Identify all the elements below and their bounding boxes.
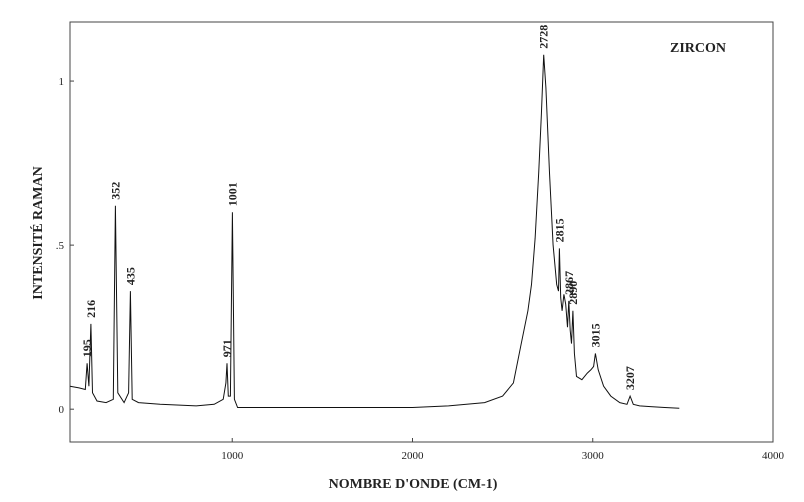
x-tick-label: 2000	[401, 450, 424, 462]
x-tick-label: 4000	[762, 450, 785, 462]
peak-label-352: 352	[108, 182, 122, 200]
y-axis-title: INTENSITÉ RAMAN	[29, 166, 46, 299]
peak-label-435: 435	[123, 267, 137, 285]
spectrum-line	[69, 54, 680, 409]
chart-title: ZIRCON	[670, 41, 726, 56]
x-tick-label: 3000	[582, 450, 605, 462]
peak-label-971: 971	[220, 339, 234, 357]
peak-label-3207: 3207	[623, 366, 637, 390]
x-axis-title: NOMBRE D'ONDE (CM-1)	[329, 477, 498, 492]
plot-frame	[69, 21, 774, 443]
y-tick-label: .5	[56, 240, 65, 252]
axis-ticks: 1000 2000 3000 4000 0 .5 1	[56, 76, 785, 462]
y-tick-label: 1	[59, 76, 65, 88]
peak-label-2867: 2867	[562, 271, 576, 295]
peak-label-195: 195	[80, 339, 94, 357]
peak-label-1001: 1001	[225, 182, 239, 206]
peak-label-3015: 3015	[588, 323, 602, 347]
peak-label-216: 216	[84, 300, 98, 318]
peak-label-2728: 2728	[537, 25, 551, 49]
x-tick-label: 1000	[221, 450, 244, 462]
peak-label-2815: 2815	[552, 218, 566, 242]
peak-label-2890: 2890	[566, 281, 580, 305]
y-tick-label: 0	[59, 404, 65, 416]
